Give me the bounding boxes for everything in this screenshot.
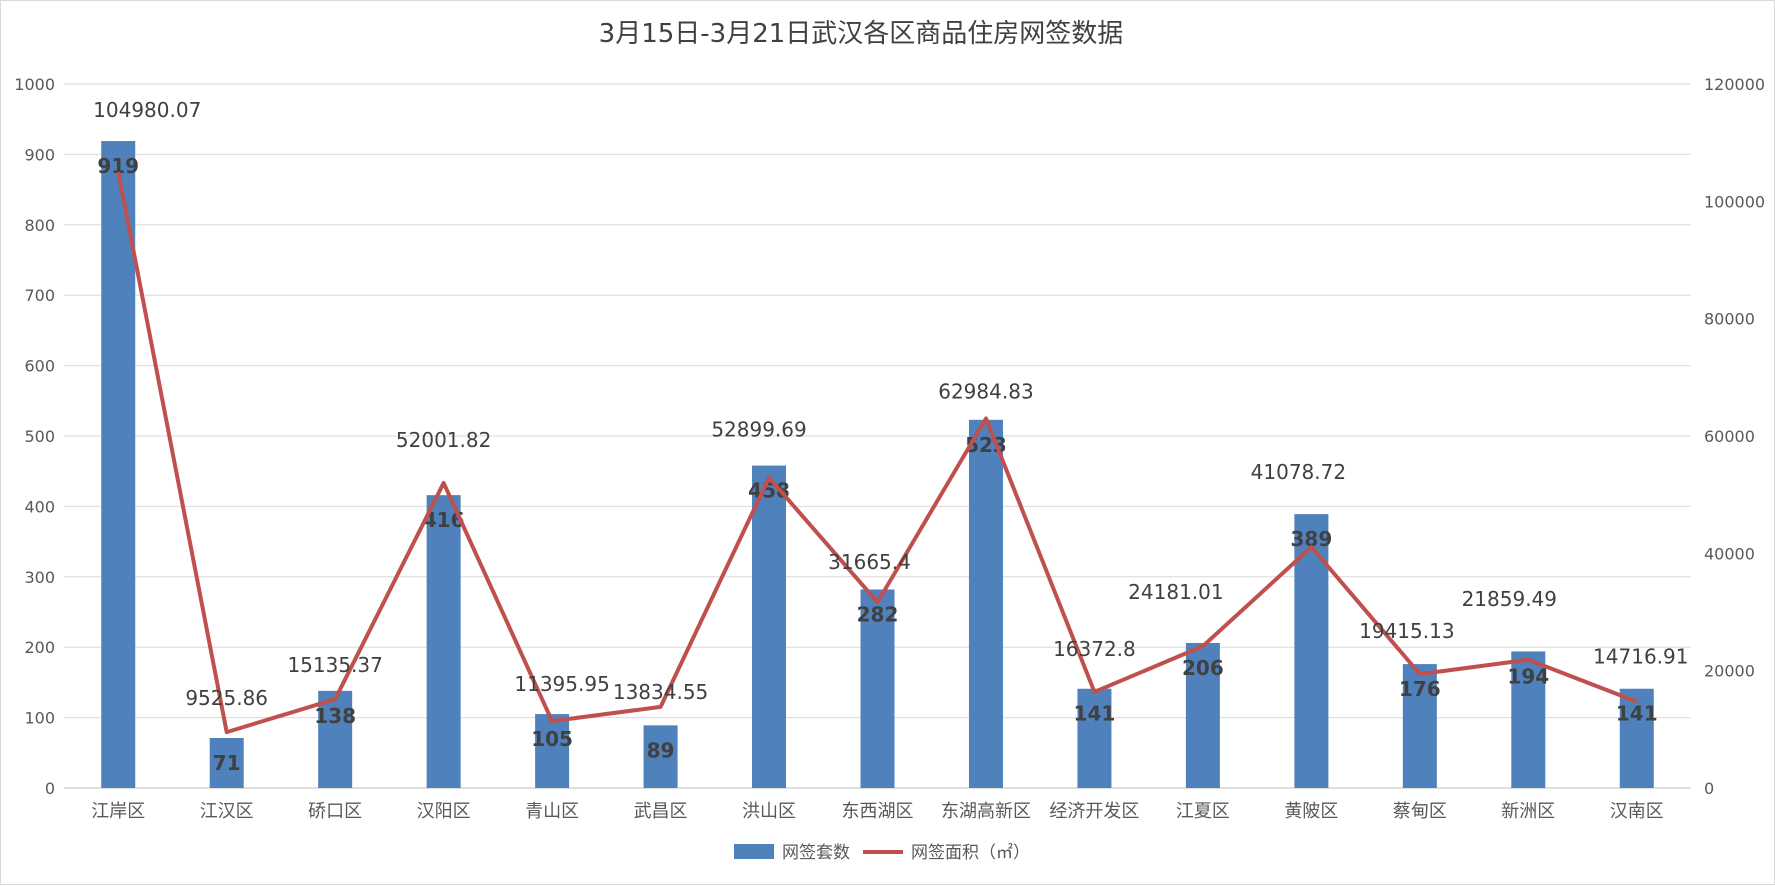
bar	[1185, 642, 1220, 788]
left-tick-label: 1000	[14, 75, 55, 94]
chart-title: 3月15日-3月21日武汉各区商品住房网签数据	[599, 19, 1124, 49]
line-data-label: 21859.49	[1462, 587, 1557, 611]
line-data-label: 11395.95	[514, 672, 609, 696]
line-series: 104980.07 9525.86 15135.37 52001.82 11395.95…	[93, 98, 1688, 735]
bar	[1402, 664, 1437, 788]
left-axis-ticks: 0 100 200 300 400 500 600 700 800 900 1000	[14, 75, 55, 798]
left-tick-label: 200	[24, 638, 55, 657]
bar-data-label: 138	[314, 704, 356, 728]
line-data-label: 9525.86	[185, 686, 268, 710]
left-tick-label: 600	[24, 357, 55, 376]
bar	[426, 495, 461, 788]
bar	[1077, 688, 1112, 788]
line-data-label: 13834.55	[613, 680, 708, 704]
category-label: 洪山区	[742, 801, 796, 822]
legend-line-label: 网签面积（㎡）	[911, 843, 1030, 863]
line-data-label: 31665.4	[828, 550, 911, 574]
left-tick-label: 400	[24, 497, 55, 516]
line-data-label: 104980.07	[93, 98, 201, 122]
category-label: 江夏区	[1176, 801, 1230, 822]
line-data-label: 52899.69	[711, 418, 806, 442]
left-tick-label: 700	[24, 286, 55, 305]
bar	[318, 690, 353, 788]
bar	[1511, 651, 1546, 788]
right-tick-label: 100000	[1704, 192, 1765, 211]
bar-data-label: 71	[213, 751, 241, 775]
bar	[860, 589, 895, 788]
legend-bar-label: 网签套数	[782, 843, 850, 863]
line-data-label: 24181.01	[1128, 580, 1223, 604]
line-data-label: 52001.82	[396, 428, 491, 452]
category-label: 青山区	[525, 801, 579, 822]
right-tick-label: 60000	[1704, 427, 1755, 446]
bar-data-label: 141	[1616, 702, 1658, 726]
right-tick-label: 0	[1704, 779, 1714, 798]
line-data-label: 15135.37	[287, 653, 382, 677]
category-label: 蔡甸区	[1393, 801, 1447, 822]
bar	[968, 419, 1003, 788]
left-tick-label: 900	[24, 145, 55, 164]
line-data-label: 14716.91	[1593, 645, 1688, 669]
bar	[209, 738, 244, 788]
right-axis-ticks: 0 20000 40000 60000 80000 100000 120000	[1704, 75, 1765, 798]
category-label: 经济开发区	[1049, 801, 1139, 822]
bar	[101, 141, 136, 789]
bar	[1619, 688, 1654, 788]
category-label: 黄陂区	[1284, 801, 1338, 822]
line-data-label: 19415.13	[1359, 619, 1454, 643]
bar	[643, 725, 678, 788]
right-tick-label: 120000	[1704, 75, 1765, 94]
bar-data-label: 176	[1399, 677, 1441, 701]
category-label: 武昌区	[634, 801, 688, 822]
bar-data-label: 105	[531, 727, 573, 751]
category-label: 汉阳区	[417, 801, 471, 822]
bar-data-label: 282	[857, 602, 899, 626]
bar-data-label: 206	[1182, 656, 1224, 680]
bar-data-label: 141	[1074, 702, 1116, 726]
category-label: 东湖高新区	[941, 801, 1031, 822]
category-label: 汉南区	[1610, 801, 1664, 822]
category-label: 新洲区	[1501, 801, 1555, 822]
right-tick-label: 40000	[1704, 544, 1755, 563]
right-tick-label: 80000	[1704, 310, 1755, 329]
left-tick-label: 100	[24, 709, 55, 728]
category-labels: 江岸区 江汉区 硚口区 汉阳区 青山区 武昌区 洪山区 东西湖区 东湖高新区 经济开发区 江夏区 黄陂…	[91, 801, 1664, 822]
legend: 网签套数 网签面积（㎡）	[734, 843, 1030, 863]
line-data-label: 41078.72	[1251, 460, 1346, 484]
line-data-label: 62984.83	[938, 379, 1033, 403]
category-label: 硚口区	[308, 801, 362, 822]
category-label: 江岸区	[91, 801, 145, 822]
line-path	[116, 171, 1638, 735]
left-tick-label: 300	[24, 568, 55, 587]
bar-data-label: 458	[748, 479, 790, 503]
bar	[752, 465, 787, 788]
left-tick-label: 500	[24, 427, 55, 446]
right-tick-label: 20000	[1704, 662, 1755, 681]
bar-data-label: 89	[647, 738, 675, 762]
line-data-label: 16372.8	[1053, 637, 1136, 661]
legend-bar-swatch	[734, 844, 774, 859]
left-tick-label: 800	[24, 216, 55, 235]
bar	[535, 714, 570, 788]
bar-data-label: 194	[1507, 664, 1549, 688]
left-tick-label: 0	[45, 779, 55, 798]
category-label: 江汉区	[200, 801, 254, 822]
category-label: 东西湖区	[842, 801, 914, 822]
